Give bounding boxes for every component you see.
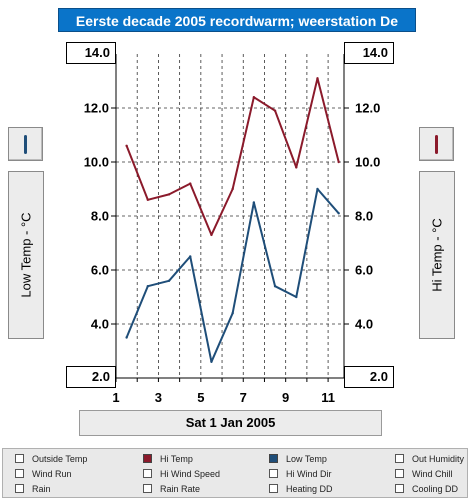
temperature-line-chart: 4.0 4.0 6.0 6.0 8.0 8.0 10.0 10.0 12.0 12.0 1 3 5 7 9…: [84, 54, 381, 405]
low-temp-data-point: [231, 312, 234, 315]
legend-label: Rain: [32, 484, 51, 494]
low-temp-data-point: [252, 201, 256, 204]
left-axis-max-box[interactable]: 14.0: [66, 42, 116, 64]
hi-temp-series-swatch[interactable]: [419, 127, 454, 161]
hi-temp-data-point: [337, 160, 340, 164]
x-tick-label: 11: [321, 390, 335, 405]
legend-label: Heating DD: [286, 484, 333, 494]
legend-checkbox[interactable]: [15, 484, 24, 493]
legend-checkbox[interactable]: [269, 469, 278, 478]
x-tick-label: 1: [112, 390, 119, 405]
legend-label: Wind Chill: [412, 469, 453, 479]
x-tick-label: 9: [282, 390, 289, 405]
legend-label: Wind Run: [32, 469, 72, 479]
hi-temp-data-point: [146, 198, 150, 201]
chart-axes: [111, 54, 349, 382]
legend-label: Hi Wind Speed: [160, 469, 221, 479]
left-y-tick-label: 8.0: [91, 209, 109, 224]
legend-checkbox[interactable]: [143, 484, 152, 493]
low-temp-data-point: [210, 360, 213, 363]
low-temp-data-point: [125, 336, 128, 339]
hi-temp-data-point: [167, 193, 171, 196]
legend-checkbox[interactable]: [15, 454, 24, 463]
hi-temp-data-point: [189, 182, 192, 185]
hi-temp-data-point: [295, 166, 298, 169]
chart-title: Eerste decade 2005 recordwarm; weerstati…: [58, 8, 416, 53]
low-temp-data-point: [167, 279, 171, 282]
left-axis-label-button[interactable]: Low Temp - °C: [8, 171, 44, 339]
hi-temp-data-point: [252, 96, 256, 99]
legend-label: Out Humidity: [412, 454, 465, 464]
left-y-tick-label: 6.0: [91, 263, 109, 278]
right-y-tick-label: 6.0: [355, 263, 373, 278]
left-axis-min-box[interactable]: 2.0: [66, 366, 116, 388]
hi-temp-color-bar: [435, 135, 438, 154]
legend-label: Low Temp: [286, 454, 327, 464]
x-tick-label: 7: [240, 390, 247, 405]
legend-label: Cooling DD: [412, 484, 459, 494]
x-tick-labels: 1 3 5 7 9 11: [112, 390, 335, 405]
low-temp-data-point: [273, 285, 277, 288]
left-y-tick-label: 4.0: [91, 317, 109, 332]
legend-label: Hi Temp: [160, 454, 193, 464]
x-tick-label: 5: [197, 390, 204, 405]
legend-label: Hi Wind Dir: [286, 469, 332, 479]
right-axis-label-button[interactable]: Hi Temp - °C: [419, 171, 455, 339]
right-y-tick-label: 12.0: [355, 101, 380, 116]
right-y-tick-label: 4.0: [355, 317, 373, 332]
right-axis-max-box[interactable]: 14.0: [344, 42, 394, 64]
legend-checkbox[interactable]: [395, 469, 404, 478]
low-temp-data-point: [316, 187, 319, 191]
legend-label: Rain Rate: [160, 484, 201, 494]
right-y-tick-label: 10.0: [355, 155, 380, 170]
low-temp-series-line: [125, 188, 340, 363]
legend-label: Outside Temp: [32, 454, 88, 464]
low-temp-data-point: [189, 255, 192, 258]
legend-checkbox[interactable]: [143, 454, 152, 463]
date-selector-button[interactable]: Sat 1 Jan 2005: [79, 410, 382, 436]
x-tick-label: 3: [155, 390, 162, 405]
series-legend-panel: Outside Temp Hi Temp Low Temp Out Humidity W…: [2, 448, 468, 498]
low-temp-data-point: [337, 212, 340, 215]
right-y-tick-label: 8.0: [355, 209, 373, 224]
hi-temp-data-point: [273, 109, 277, 112]
chart-grid: [116, 54, 344, 378]
legend-checkbox[interactable]: [269, 484, 278, 493]
left-y-tick-label: 10.0: [84, 155, 109, 170]
legend-checkbox[interactable]: [143, 469, 152, 478]
chart-series: [125, 77, 340, 363]
hi-temp-data-point: [210, 233, 213, 237]
hi-temp-data-point: [125, 144, 128, 147]
hi-temp-data-point: [316, 77, 319, 80]
low-temp-data-point: [146, 285, 150, 288]
legend-checkbox[interactable]: [395, 484, 404, 493]
low-temp-data-point: [295, 295, 298, 299]
left-y-tick-label: 12.0: [84, 101, 109, 116]
hi-temp-data-point: [231, 187, 234, 191]
legend-checkbox[interactable]: [269, 454, 278, 463]
low-temp-color-bar: [24, 135, 27, 154]
legend-checkbox[interactable]: [15, 469, 24, 478]
legend-checkbox[interactable]: [395, 454, 404, 463]
low-temp-series-swatch[interactable]: [8, 127, 43, 161]
y-tick-labels: 4.0 4.0 6.0 6.0 8.0 8.0 10.0 10.0 12.0 12.0: [84, 101, 381, 332]
